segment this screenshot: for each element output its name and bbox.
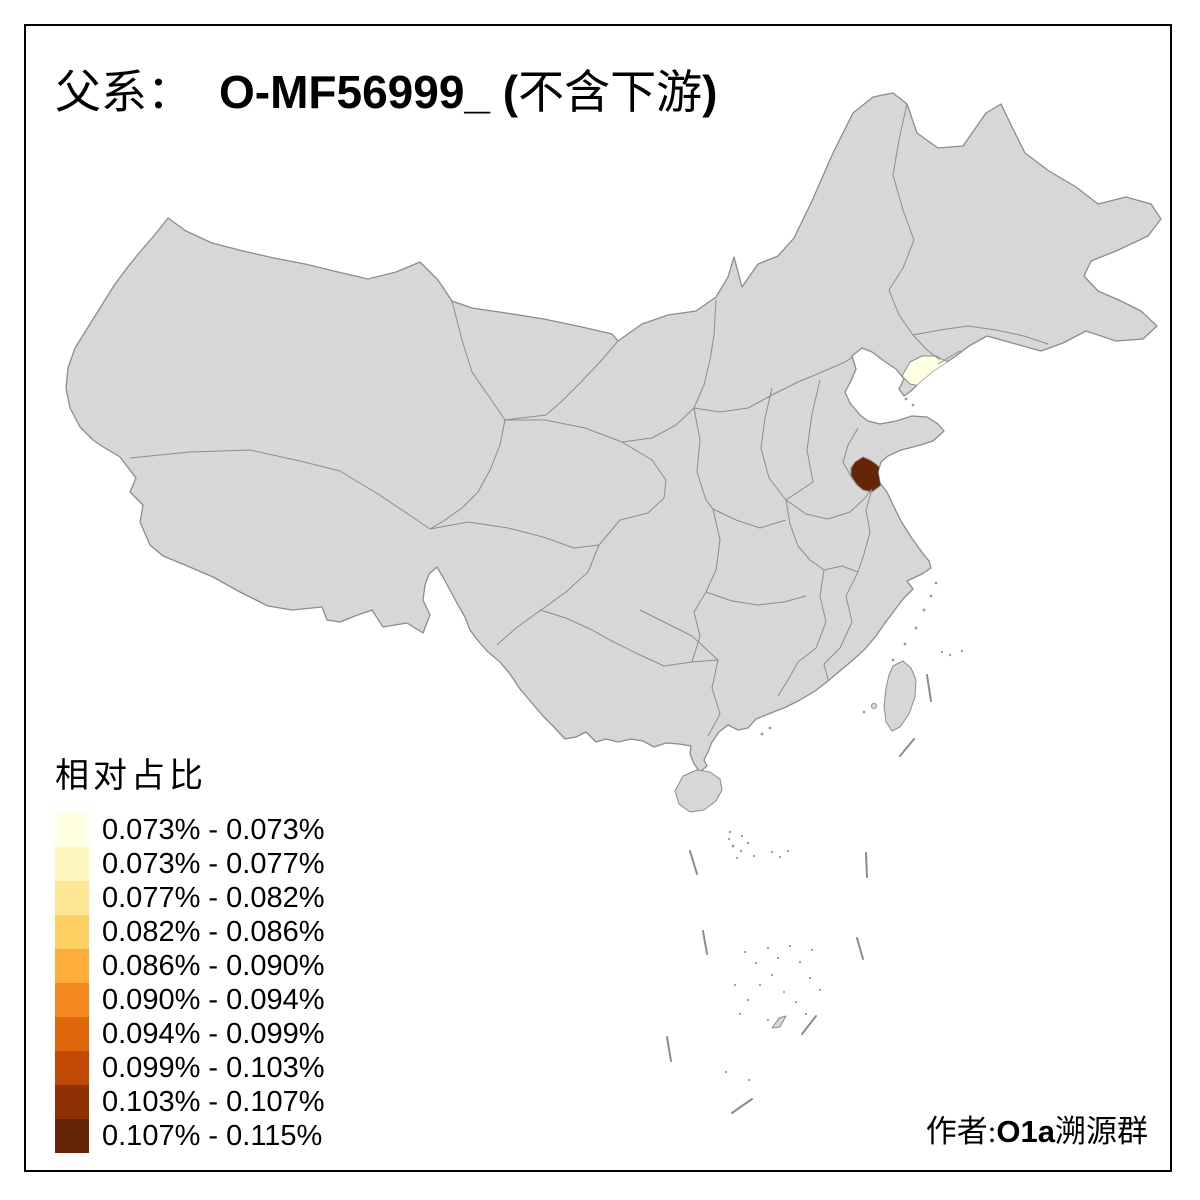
legend-item: 0.099% - 0.103% <box>55 1051 324 1085</box>
islet-spratly-gray <box>771 1015 787 1029</box>
plot-frame <box>24 24 1172 1172</box>
legend-swatch <box>55 881 89 915</box>
legend-item: 0.082% - 0.086% <box>55 915 324 949</box>
map-title: 父系： O-MF56999_ (不含下游) <box>55 56 717 122</box>
legend-swatch <box>55 1119 89 1153</box>
mainland-outline <box>65 92 1162 773</box>
legend-swatch <box>55 949 89 983</box>
legend: 相对占比 0.073% - 0.073% 0.073% - 0.077% 0.077… <box>55 748 324 1153</box>
island-taiwan <box>883 660 917 732</box>
legend-items: 0.073% - 0.073% 0.073% - 0.077% 0.077% - 0… <box>55 813 324 1153</box>
legend-label: 0.086% - 0.090% <box>102 949 325 982</box>
legend-label: 0.077% - 0.082% <box>102 881 325 914</box>
province-borders <box>129 103 1049 737</box>
legend-swatch <box>55 1051 89 1085</box>
author-credit: 作者:O1a溯源群 <box>926 1106 1148 1151</box>
legend-label: 0.073% - 0.077% <box>102 847 325 880</box>
legend-swatch <box>55 1017 89 1051</box>
credit-group-code: O1a <box>996 1114 1055 1149</box>
legend-label: 0.094% - 0.099% <box>102 1017 325 1050</box>
legend-item: 0.107% - 0.115% <box>55 1119 324 1153</box>
legend-label: 0.082% - 0.086% <box>102 915 325 948</box>
legend-item: 0.086% - 0.090% <box>55 949 324 983</box>
title-note-text: 不含下游 <box>518 67 703 118</box>
legend-swatch <box>55 813 89 847</box>
title-close-paren: ) <box>702 66 718 118</box>
title-haplogroup-code: O-MF56999_ ( <box>219 66 519 118</box>
nine-dash-line <box>666 674 932 1114</box>
islet-penghu <box>871 703 877 709</box>
internal-borders <box>129 103 1049 737</box>
legend-swatch <box>55 1085 89 1119</box>
title-haplogroup-prefix: 父系： <box>55 67 193 118</box>
legend-item: 0.094% - 0.099% <box>55 1017 324 1051</box>
legend-item: 0.077% - 0.082% <box>55 881 324 915</box>
legend-item: 0.073% - 0.073% <box>55 813 324 847</box>
legend-swatch <box>55 847 89 881</box>
legend-label: 0.107% - 0.115% <box>102 1119 323 1152</box>
legend-swatch <box>55 983 89 1017</box>
legend-title: 相对占比 <box>55 758 207 795</box>
legend-swatch <box>55 915 89 949</box>
credit-author-label: 作者: <box>925 1114 997 1149</box>
legend-label: 0.099% - 0.103% <box>102 1051 325 1084</box>
legend-item: 0.103% - 0.107% <box>55 1085 324 1119</box>
legend-item: 0.073% - 0.077% <box>55 847 324 881</box>
island-hainan <box>674 769 723 813</box>
legend-label: 0.073% - 0.073% <box>102 813 325 846</box>
islands <box>674 660 917 1029</box>
legend-label: 0.103% - 0.107% <box>102 1085 325 1118</box>
credit-group-name: 溯源群 <box>1055 1114 1148 1149</box>
legend-item: 0.090% - 0.094% <box>55 983 324 1017</box>
scattered-islets <box>724 397 964 1082</box>
legend-label: 0.090% - 0.094% <box>102 983 325 1016</box>
